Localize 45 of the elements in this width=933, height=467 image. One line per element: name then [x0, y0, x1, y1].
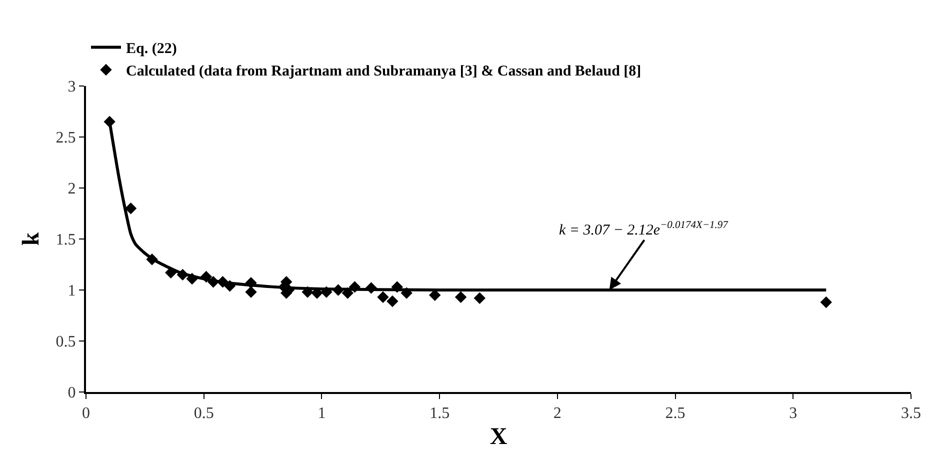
legend-label: Calculated (data from Rajartnam and Subramanya [3] & Cassan and Belaud [8] — [126, 64, 642, 80]
point — [124, 202, 137, 214]
point — [311, 287, 323, 299]
point — [165, 266, 177, 279]
point — [186, 272, 198, 285]
point — [348, 281, 361, 293]
x-tick-label: 0 — [82, 405, 90, 422]
point — [224, 280, 236, 292]
point — [245, 286, 257, 298]
x-tick-label: 0.5 — [194, 405, 214, 422]
y-tick-label: 0.5 — [56, 334, 76, 351]
point — [342, 287, 354, 299]
y-tick-label: 2 — [68, 180, 76, 198]
x-tick-label: 1.5 — [430, 405, 450, 422]
point — [200, 270, 212, 283]
x-tick-label: 2.5 — [665, 405, 686, 422]
point — [302, 286, 314, 298]
point — [216, 276, 229, 288]
point — [365, 282, 378, 294]
point — [454, 291, 467, 303]
y-tick-label: 1 — [68, 282, 76, 300]
x-tick-label: 1 — [318, 405, 326, 422]
point — [820, 296, 832, 308]
x-tick-label: 3.5 — [901, 405, 921, 422]
x-tick-label: 3 — [789, 405, 798, 422]
y-tick-label: 3 — [68, 78, 76, 96]
point — [474, 292, 486, 304]
x-tick-label: 2 — [553, 405, 562, 422]
point — [377, 291, 389, 303]
point — [320, 286, 332, 298]
y-tick-label: 0 — [68, 384, 76, 402]
point — [146, 254, 158, 266]
point — [104, 116, 116, 128]
y-tick-label: 2.5 — [56, 130, 76, 147]
x-axis-title: X — [490, 424, 508, 450]
y-axis-title: k — [18, 232, 44, 246]
point — [332, 284, 344, 296]
point — [207, 276, 220, 288]
point — [391, 281, 403, 293]
legend-label: Eq. (22) — [126, 41, 177, 58]
y-tick-label: 1.5 — [56, 232, 76, 249]
point — [386, 295, 398, 308]
point — [245, 277, 257, 289]
point — [176, 268, 188, 281]
point — [400, 287, 412, 299]
